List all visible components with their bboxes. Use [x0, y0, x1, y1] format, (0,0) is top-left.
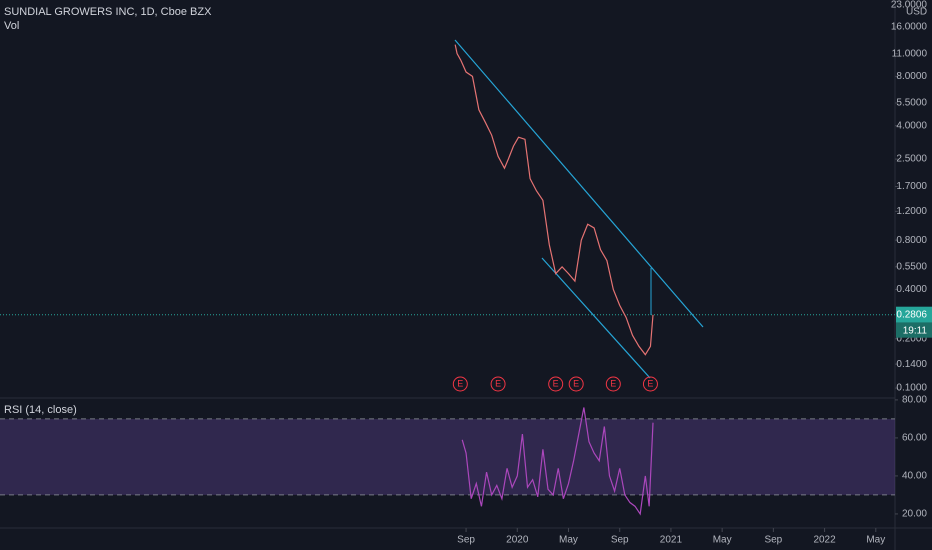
earnings-marker — [548, 376, 564, 392]
y-tick-label: 2.5000 — [896, 154, 927, 165]
y-tick-label: 23.0000 — [891, 0, 928, 11]
y-tick-label: 0.4000 — [896, 284, 927, 295]
volume-label: Vol — [4, 20, 19, 32]
trend-line — [454, 39, 704, 328]
x-tick-label: 2020 — [506, 535, 529, 546]
earnings-marker — [452, 376, 468, 392]
series-line — [461, 407, 654, 516]
earnings-label: E — [495, 378, 501, 388]
earnings-label: E — [647, 378, 653, 388]
earnings-label: E — [573, 378, 579, 388]
y-tick-label: 0.1000 — [896, 383, 927, 394]
y-tick-label: 11.0000 — [892, 48, 928, 59]
countdown-box — [896, 322, 932, 338]
x-tick-label: Sep — [457, 535, 475, 546]
y-tick-label: 20.00 — [902, 509, 927, 520]
earnings-label: E — [457, 378, 463, 388]
earnings-marker — [605, 376, 621, 392]
y-tick-label: 0.5500 — [896, 261, 927, 272]
x-tick-label: 2022 — [813, 535, 836, 546]
rsi-band — [0, 418, 895, 495]
x-tick-label: Sep — [764, 535, 782, 546]
currency: USD — [906, 7, 927, 18]
y-tick-label: 0.8000 — [896, 235, 927, 246]
earnings-marker — [568, 376, 584, 392]
y-tick-label: 8.0000 — [896, 71, 927, 82]
earnings-marker — [490, 376, 506, 392]
earnings-label: E — [610, 378, 616, 388]
series-line — [454, 44, 654, 356]
x-tick-label: Sep — [611, 535, 629, 546]
y-tick-label: 1.7000 — [896, 181, 927, 192]
chart-title: SUNDIAL GROWERS INC, 1D, Cboe BZX — [4, 6, 212, 18]
y-tick-label: 16.0000 — [891, 22, 928, 33]
y-tick-label: 60.00 — [902, 433, 927, 444]
trend-line — [541, 257, 651, 379]
y-tick-label: 40.00 — [902, 471, 927, 482]
earnings-label: E — [553, 378, 559, 388]
x-tick-label: 2021 — [660, 535, 683, 546]
y-tick-label: 80.00 — [902, 395, 927, 406]
x-tick-label: May — [866, 535, 885, 546]
y-tick-label: 1.2000 — [896, 206, 927, 217]
y-tick-label: 0.2000 — [896, 333, 927, 344]
x-tick-label: May — [713, 535, 732, 546]
last-price-box — [896, 306, 932, 323]
y-tick-label: 5.5000 — [896, 98, 927, 109]
y-tick-label: 0.1400 — [896, 359, 927, 370]
y-tick-label: 4.0000 — [896, 120, 927, 131]
last-price-label: 0.2806 — [896, 309, 927, 320]
x-tick-label: May — [559, 535, 578, 546]
rsi-title: RSI (14, close) — [4, 404, 77, 416]
earnings-marker — [642, 376, 658, 392]
countdown: 19:11 — [903, 325, 928, 336]
